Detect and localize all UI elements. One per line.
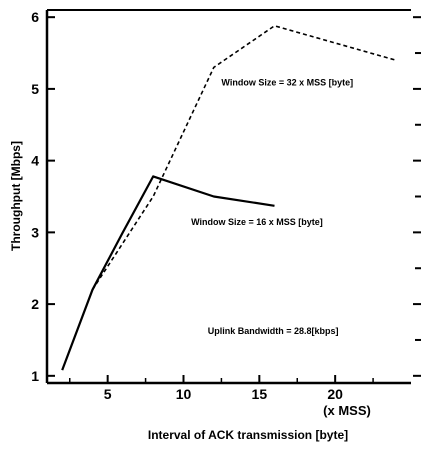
y-axis-title: Throughput [Mbps]: [9, 141, 23, 251]
x-tick-label: 5: [104, 386, 112, 402]
axis-titles: Throughput [Mbps] (x MSS) Interval of AC…: [9, 141, 371, 442]
y-tick-label: 3: [31, 224, 39, 240]
annotation-label: Window Size = 32 x MSS [byte]: [221, 77, 353, 87]
annotation-label: Window Size = 16 x MSS [byte]: [191, 217, 323, 227]
y-tick-label: 1: [31, 368, 39, 384]
x-tick-label: 15: [252, 386, 268, 402]
y-tick-label: 2: [31, 296, 39, 312]
y-tick-label: 5: [31, 81, 39, 97]
series-lines: [61, 24, 397, 371]
annotations: Window Size = 32 x MSS [byte] Window Size…: [191, 77, 353, 336]
y-tick-label: 6: [31, 9, 39, 25]
series-line-1: [61, 175, 275, 371]
annotation-label: Uplink Bandwidth = 28.8[kbps]: [208, 326, 339, 336]
x-tick-label: 10: [176, 386, 192, 402]
x-axis-title: Interval of ACK transmission [byte]: [148, 428, 348, 442]
axis-ticks: 1 2 3 4 5 6 5 10 15 20: [31, 9, 421, 402]
series-line-2: [91, 24, 397, 291]
x-axis-unit: (x MSS): [323, 403, 371, 418]
x-tick-label: 20: [327, 386, 343, 402]
y-tick-label: 4: [31, 153, 39, 169]
